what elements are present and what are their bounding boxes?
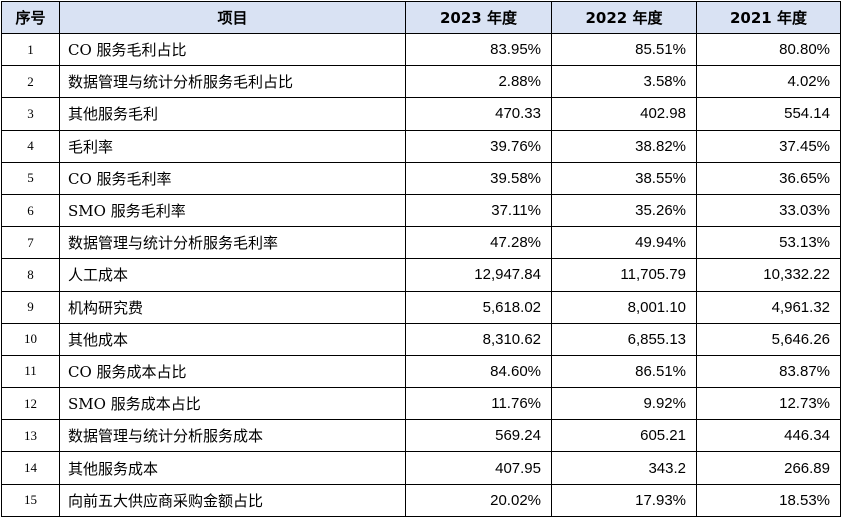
header-serial-number: 序号	[1, 1, 60, 34]
cell-value-2021: 4.02%	[696, 65, 841, 99]
cell-serial-number: 8	[1, 258, 60, 292]
cell-serial-number: 5	[1, 161, 60, 195]
cell-serial-number: 9	[1, 290, 60, 324]
table-row: 10 其他成本 8,310.62 6,855.13 5,646.26	[1, 322, 841, 356]
cell-value-2021: 33.03%	[696, 193, 841, 228]
table-row: 1 CO 服务毛利占比 83.95% 85.51% 80.80%	[1, 32, 841, 67]
cell-serial-number: 13	[1, 419, 60, 453]
cell-serial-number: 11	[1, 354, 60, 389]
table-row: 7 数据管理与统计分析服务毛利率 47.28% 49.94% 53.13%	[1, 226, 841, 260]
table-row: 2 数据管理与统计分析服务毛利占比 2.88% 3.58% 4.02%	[1, 65, 841, 99]
cell-value-2021: 4,961.32	[696, 290, 841, 324]
cell-value-2023: 83.95%	[405, 32, 552, 67]
cell-value-2022: 86.51%	[551, 354, 697, 389]
cell-value-2023: 20.02%	[405, 483, 552, 517]
cell-value-2021: 36.65%	[696, 161, 841, 195]
cell-value-2023: 2.88%	[405, 65, 552, 99]
table-body: 1 CO 服务毛利占比 83.95% 85.51% 80.80% 2 数据管理与统计分析服务…	[1, 32, 841, 517]
cell-value-2022: 343.2	[551, 451, 697, 485]
cell-item: 毛利率	[59, 129, 406, 163]
cell-item: CO 服务毛利占比	[59, 32, 406, 67]
cell-value-2021: 80.80%	[696, 32, 841, 67]
cell-serial-number: 7	[1, 226, 60, 260]
cell-item: 向前五大供应商采购金额占比	[59, 483, 406, 517]
header-year-2021: 2021 年度	[696, 1, 841, 34]
cell-serial-number: 1	[1, 32, 60, 67]
cell-value-2022: 49.94%	[551, 226, 697, 260]
cell-item: SMO 服务毛利率	[59, 193, 406, 228]
table-row: 6 SMO 服务毛利率 37.11% 35.26% 33.03%	[1, 193, 841, 228]
cell-serial-number: 14	[1, 451, 60, 485]
cell-value-2023: 11.76%	[405, 387, 552, 421]
cell-value-2022: 605.21	[551, 419, 697, 453]
cell-serial-number: 3	[1, 97, 60, 131]
cell-value-2022: 3.58%	[551, 65, 697, 99]
cell-item: CO 服务毛利率	[59, 161, 406, 195]
cell-value-2021: 266.89	[696, 451, 841, 485]
cell-value-2023: 5,618.02	[405, 290, 552, 324]
cell-value-2023: 39.58%	[405, 161, 552, 195]
cell-value-2023: 470.33	[405, 97, 552, 131]
cell-item: 其他服务毛利	[59, 97, 406, 131]
table-row: 13 数据管理与统计分析服务成本 569.24 605.21 446.34	[1, 419, 841, 453]
cell-item: CO 服务成本占比	[59, 354, 406, 389]
cell-serial-number: 12	[1, 387, 60, 421]
cell-item: 数据管理与统计分析服务毛利占比	[59, 65, 406, 99]
cell-value-2023: 569.24	[405, 419, 552, 453]
cell-serial-number: 10	[1, 322, 60, 356]
cell-value-2023: 47.28%	[405, 226, 552, 260]
cell-value-2022: 402.98	[551, 97, 697, 131]
cell-value-2022: 11,705.79	[551, 258, 697, 292]
cell-value-2022: 38.55%	[551, 161, 697, 195]
cell-value-2021: 83.87%	[696, 354, 841, 389]
header-year-2023: 2023 年度	[405, 1, 552, 34]
cell-value-2023: 12,947.84	[405, 258, 552, 292]
cell-serial-number: 6	[1, 193, 60, 228]
table-row: 3 其他服务毛利 470.33 402.98 554.14	[1, 97, 841, 131]
cell-value-2021: 10,332.22	[696, 258, 841, 292]
cell-value-2023: 37.11%	[405, 193, 552, 228]
cell-value-2022: 35.26%	[551, 193, 697, 228]
cell-value-2021: 5,646.26	[696, 322, 841, 356]
cell-item: 其他服务成本	[59, 451, 406, 485]
table-row: 14 其他服务成本 407.95 343.2 266.89	[1, 451, 841, 485]
cell-item: 数据管理与统计分析服务成本	[59, 419, 406, 453]
table-row: 8 人工成本 12,947.84 11,705.79 10,332.22	[1, 258, 841, 292]
table-row: 15 向前五大供应商采购金额占比 20.02% 17.93% 18.53%	[1, 483, 841, 517]
cell-value-2022: 8,001.10	[551, 290, 697, 324]
cell-value-2023: 84.60%	[405, 354, 552, 389]
cell-value-2021: 37.45%	[696, 129, 841, 163]
cell-item: SMO 服务成本占比	[59, 387, 406, 421]
cell-value-2021: 53.13%	[696, 226, 841, 260]
cell-value-2021: 446.34	[696, 419, 841, 453]
cell-value-2021: 12.73%	[696, 387, 841, 421]
cell-value-2021: 554.14	[696, 97, 841, 131]
header-year-2022: 2022 年度	[551, 1, 697, 34]
cell-value-2022: 17.93%	[551, 483, 697, 517]
cell-item: 人工成本	[59, 258, 406, 292]
cell-item: 其他成本	[59, 322, 406, 356]
cell-value-2023: 8,310.62	[405, 322, 552, 356]
cell-value-2022: 85.51%	[551, 32, 697, 67]
table-row: 9 机构研究费 5,618.02 8,001.10 4,961.32	[1, 290, 841, 324]
cell-value-2023: 407.95	[405, 451, 552, 485]
header-row: 序号 项目 2023 年度 2022 年度 2021 年度	[1, 1, 841, 34]
header-item: 项目	[59, 1, 406, 34]
cell-value-2022: 6,855.13	[551, 322, 697, 356]
table-row: 11 CO 服务成本占比 84.60% 86.51% 83.87%	[1, 354, 841, 389]
table-row: 12 SMO 服务成本占比 11.76% 9.92% 12.73%	[1, 387, 841, 421]
cell-value-2022: 38.82%	[551, 129, 697, 163]
cell-value-2023: 39.76%	[405, 129, 552, 163]
table-row: 5 CO 服务毛利率 39.58% 38.55% 36.65%	[1, 161, 841, 195]
cell-serial-number: 4	[1, 129, 60, 163]
cell-value-2021: 18.53%	[696, 483, 841, 517]
cell-serial-number: 15	[1, 483, 60, 517]
cell-serial-number: 2	[1, 65, 60, 99]
cell-item: 机构研究费	[59, 290, 406, 324]
cell-item: 数据管理与统计分析服务毛利率	[59, 226, 406, 260]
table-row: 4 毛利率 39.76% 38.82% 37.45%	[1, 129, 841, 163]
cell-value-2022: 9.92%	[551, 387, 697, 421]
